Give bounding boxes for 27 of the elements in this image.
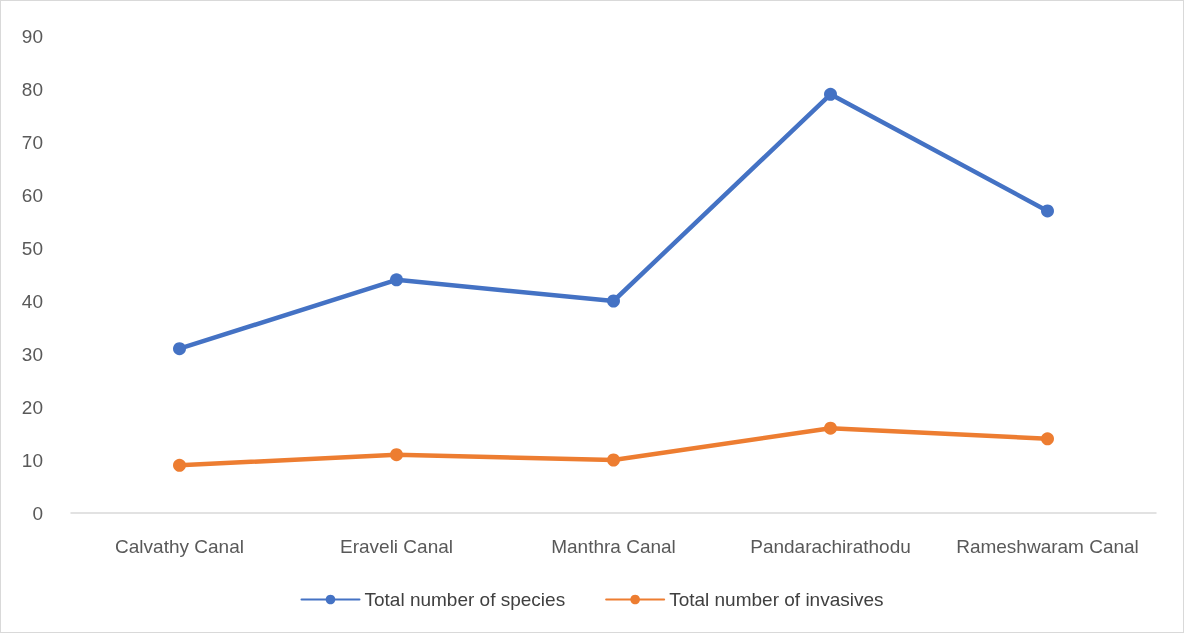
y-tick-label: 40 (21, 290, 43, 312)
y-tick-label: 50 (21, 237, 43, 259)
legend-label: Total number of invasives (669, 589, 884, 610)
point (607, 294, 620, 308)
point (607, 453, 620, 467)
x-tick-label: Pandarachirathodu (750, 536, 911, 557)
point (390, 273, 403, 287)
y-tick-label: 10 (21, 449, 43, 471)
y-tick-label: 30 (21, 343, 43, 365)
y-tick-label: 90 (21, 25, 43, 47)
point (1041, 204, 1054, 218)
y-tick-label: 80 (21, 78, 43, 100)
x-tick-label: Eraveli Canal (340, 536, 453, 557)
point (173, 342, 186, 356)
y-tick-label: 0 (32, 502, 43, 524)
point (824, 87, 837, 101)
point (824, 421, 837, 435)
point (1041, 432, 1054, 446)
x-tick-label: Manthra Canal (551, 536, 676, 557)
y-tick-label: 70 (21, 131, 43, 153)
legend-label: Total number of species (364, 589, 566, 610)
y-tick-label: 60 (21, 184, 43, 206)
y-tick-label: 20 (21, 396, 43, 418)
x-tick-label: Rameshwaram Canal (956, 536, 1139, 557)
point (390, 448, 403, 462)
x-tick-label: Calvathy Canal (115, 536, 244, 557)
point (173, 458, 186, 472)
